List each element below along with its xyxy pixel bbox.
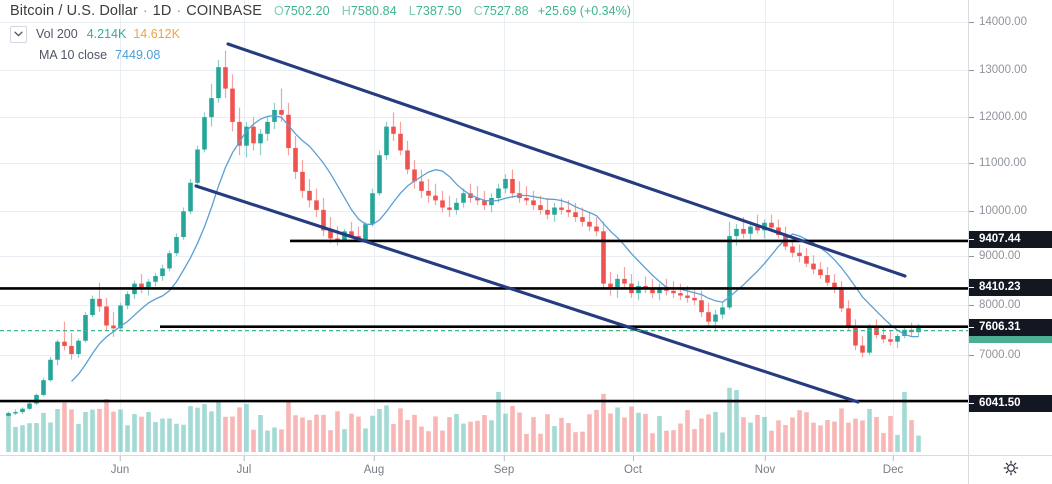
price-level-badge[interactable]: 6041.50 [969, 394, 1052, 412]
price-tick-mark [969, 116, 974, 118]
time-tick-label: Jul [236, 464, 252, 476]
time-tick-mark [632, 456, 634, 461]
price-tick: 10000.00 [969, 204, 1027, 218]
time-tick-label: Dec [882, 464, 904, 476]
trendline-channel-upper[interactable] [226, 42, 907, 278]
price-tick-label: 7000.00 [979, 349, 1021, 361]
time-tick: Sep [494, 456, 514, 476]
time-tick-label: Aug [363, 464, 385, 476]
price-badge-label: 9407.44 [979, 233, 1021, 245]
chart-gridlines [0, 0, 968, 455]
price-level-badge[interactable]: 8410.23 [969, 278, 1052, 296]
time-tick-label: Nov [754, 464, 776, 476]
price-tick: 8000.00 [969, 298, 1021, 312]
price-tick-label: 10000.00 [979, 205, 1027, 217]
time-axis[interactable]: Jun Jul Aug Sep Oct Nov Dec [0, 455, 1052, 484]
price-tick-mark [969, 354, 974, 356]
time-tick: Aug [364, 456, 384, 476]
price-tick-mark [969, 21, 974, 23]
price-tick-mark [969, 304, 974, 306]
price-tick-label: 8000.00 [979, 299, 1021, 311]
time-tick: Oct [624, 456, 642, 476]
price-tick-label: 11000.00 [979, 157, 1027, 169]
price-badge-mark [969, 326, 974, 328]
time-tick: Jul [236, 456, 252, 476]
time-tick-mark [243, 456, 245, 461]
price-tick: 12000.00 [969, 110, 1027, 124]
price-tick: 11000.00 [969, 156, 1026, 170]
price-badge-mark [969, 238, 974, 240]
price-tick-mark [969, 69, 974, 71]
time-tick-mark [764, 456, 766, 461]
moving-average-line [71, 115, 919, 382]
price-badge-mark [969, 286, 974, 288]
time-tick-label: Oct [624, 464, 642, 476]
gear-icon[interactable] [1003, 460, 1019, 481]
price-badge-label: 8410.23 [979, 281, 1021, 293]
volume-bars [6, 387, 921, 452]
price-tick: 13000.00 [969, 63, 1027, 77]
chart-plot-area[interactable] [0, 0, 968, 455]
price-tick-mark [969, 210, 974, 212]
price-tick: 14000.00 [969, 15, 1027, 29]
time-tick: Jun [110, 456, 130, 476]
price-badge-label: 6041.50 [979, 397, 1021, 409]
candlesticks [6, 50, 921, 418]
time-tick: Dec [883, 456, 903, 476]
time-tick-mark [374, 456, 375, 461]
price-tick-mark [969, 255, 974, 257]
price-axis[interactable]: 14000.00 13000.00 12000.00 11000.00 10000.00… [968, 0, 1052, 455]
trendline-channel-lower[interactable] [194, 184, 860, 404]
current-price-badge[interactable]: 7606.31 [969, 318, 1052, 336]
time-tick-mark [892, 456, 894, 461]
time-tick-label: Jun [110, 464, 130, 476]
candlestick-chart [0, 0, 968, 455]
time-tick-mark [504, 456, 505, 461]
axis-settings-corner[interactable] [968, 456, 1052, 484]
price-badge-label: 7606.31 [979, 321, 1021, 333]
time-tick-mark [119, 456, 121, 461]
price-tick-label: 9000.00 [979, 250, 1021, 262]
chevron-down-icon[interactable] [10, 25, 27, 43]
price-tick-mark [969, 162, 974, 164]
current-price-highlight [969, 335, 1052, 343]
price-tick: 9000.00 [969, 249, 1021, 263]
price-tick: 7000.00 [969, 348, 1021, 362]
chart-annotations[interactable] [0, 42, 968, 404]
price-level-badge[interactable]: 9407.44 [969, 230, 1052, 248]
time-tick: Nov [755, 456, 775, 476]
price-badge-mark [969, 402, 974, 404]
time-tick-label: Sep [493, 464, 515, 476]
price-tick-label: 12000.00 [979, 111, 1027, 123]
price-tick-label: 14000.00 [979, 16, 1027, 28]
price-tick-label: 13000.00 [979, 64, 1027, 76]
